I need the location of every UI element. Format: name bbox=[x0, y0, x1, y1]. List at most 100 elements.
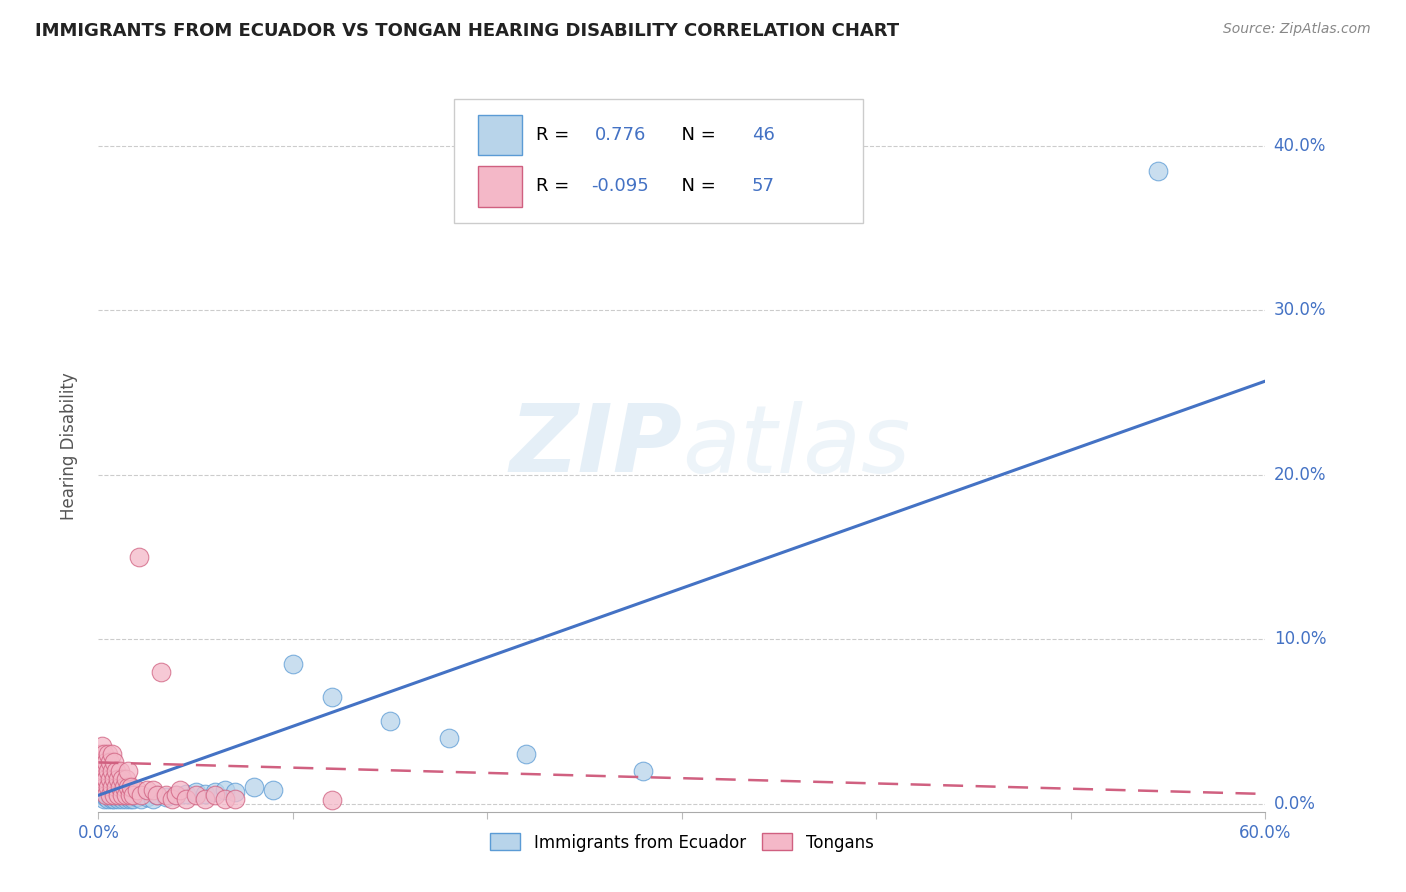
Point bbox=[108, 789, 131, 804]
Point bbox=[114, 772, 136, 786]
Y-axis label: Hearing Disability: Hearing Disability bbox=[59, 372, 77, 520]
Point bbox=[104, 789, 127, 803]
Point bbox=[97, 780, 120, 794]
Point bbox=[146, 789, 169, 803]
Point bbox=[97, 747, 120, 762]
Point bbox=[121, 780, 143, 794]
Point bbox=[107, 772, 129, 786]
Point bbox=[101, 789, 124, 803]
Point bbox=[91, 772, 114, 786]
Point bbox=[101, 780, 124, 794]
Point bbox=[165, 789, 187, 803]
Point bbox=[146, 789, 169, 803]
Point bbox=[122, 791, 145, 805]
Point bbox=[104, 764, 127, 778]
Point bbox=[136, 789, 159, 804]
Point bbox=[321, 690, 343, 704]
Text: ZIP: ZIP bbox=[509, 400, 682, 492]
Text: 46: 46 bbox=[752, 126, 775, 144]
Point bbox=[194, 787, 217, 801]
Point bbox=[93, 791, 115, 805]
Point bbox=[101, 764, 124, 778]
Point bbox=[103, 756, 125, 770]
Point bbox=[107, 789, 129, 804]
Point bbox=[98, 772, 121, 786]
Point bbox=[162, 791, 184, 805]
Text: 0.0%: 0.0% bbox=[1274, 795, 1316, 813]
Text: R =: R = bbox=[536, 126, 575, 144]
Point bbox=[321, 793, 343, 807]
Point bbox=[165, 789, 187, 803]
FancyBboxPatch shape bbox=[454, 98, 863, 223]
Text: 40.0%: 40.0% bbox=[1274, 137, 1326, 155]
Point bbox=[184, 789, 207, 803]
Point bbox=[204, 789, 226, 803]
Point bbox=[129, 789, 152, 803]
Point bbox=[1147, 163, 1170, 178]
Point bbox=[112, 789, 135, 804]
Point bbox=[128, 549, 150, 564]
Text: 10.0%: 10.0% bbox=[1274, 630, 1326, 648]
Text: 0.776: 0.776 bbox=[595, 126, 645, 144]
Point bbox=[97, 791, 120, 805]
Point bbox=[93, 747, 115, 762]
Point bbox=[174, 791, 197, 805]
Point bbox=[262, 783, 284, 797]
Point bbox=[515, 747, 537, 762]
Text: -0.095: -0.095 bbox=[591, 178, 648, 195]
Point bbox=[437, 731, 460, 745]
Text: N =: N = bbox=[671, 126, 721, 144]
Point bbox=[111, 791, 134, 805]
Point bbox=[117, 789, 139, 803]
Point bbox=[96, 789, 118, 804]
Point bbox=[107, 789, 129, 803]
Point bbox=[91, 789, 114, 803]
Text: 57: 57 bbox=[752, 178, 775, 195]
Point bbox=[107, 791, 129, 805]
Point bbox=[89, 747, 111, 762]
Point bbox=[380, 714, 402, 729]
Point bbox=[142, 791, 165, 805]
Point bbox=[96, 756, 118, 770]
Point bbox=[93, 764, 115, 778]
Point bbox=[127, 783, 149, 797]
Point bbox=[103, 789, 125, 804]
Point bbox=[136, 783, 159, 797]
Point bbox=[142, 783, 165, 797]
Point bbox=[108, 764, 131, 778]
Point bbox=[111, 789, 134, 803]
Point bbox=[174, 787, 197, 801]
Point bbox=[118, 789, 141, 803]
Point bbox=[224, 791, 246, 805]
Point bbox=[98, 789, 121, 803]
Point bbox=[149, 665, 172, 679]
Point bbox=[101, 791, 124, 805]
Point bbox=[155, 789, 177, 803]
Point bbox=[98, 756, 121, 770]
Point bbox=[93, 780, 115, 794]
Text: Source: ZipAtlas.com: Source: ZipAtlas.com bbox=[1223, 22, 1371, 37]
Point bbox=[96, 772, 118, 786]
Point bbox=[214, 783, 236, 797]
Point bbox=[91, 756, 114, 770]
Text: 30.0%: 30.0% bbox=[1274, 301, 1326, 319]
Text: 20.0%: 20.0% bbox=[1274, 466, 1326, 483]
Point bbox=[96, 789, 118, 803]
Point bbox=[103, 789, 125, 803]
Point bbox=[122, 789, 145, 803]
Point bbox=[108, 780, 131, 794]
Point bbox=[129, 791, 152, 805]
Point bbox=[155, 789, 177, 804]
Point bbox=[104, 780, 127, 794]
Text: R =: R = bbox=[536, 178, 575, 195]
Point bbox=[91, 739, 114, 753]
Point bbox=[127, 789, 149, 804]
Point bbox=[104, 789, 127, 804]
Point bbox=[89, 764, 111, 778]
Point bbox=[224, 785, 246, 799]
Point bbox=[169, 783, 191, 797]
Point bbox=[121, 789, 143, 804]
Point bbox=[114, 789, 136, 803]
Point bbox=[97, 764, 120, 778]
Point bbox=[103, 791, 125, 805]
